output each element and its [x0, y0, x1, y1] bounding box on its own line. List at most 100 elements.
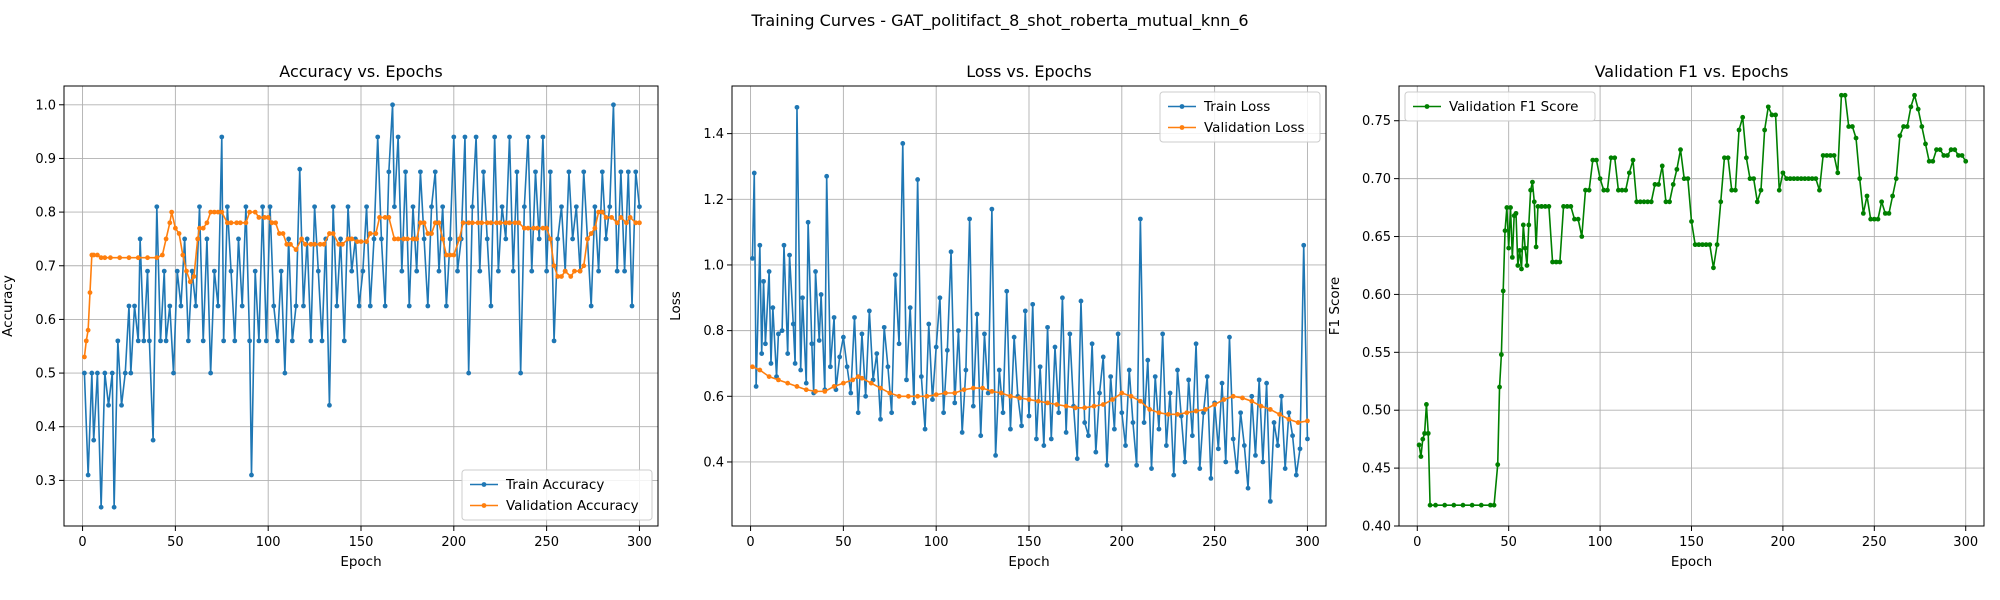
data-point	[848, 390, 854, 396]
data-point	[304, 236, 310, 242]
data-point	[1579, 234, 1585, 239]
data-point	[1612, 155, 1618, 161]
data-point	[1959, 153, 1965, 158]
data-point	[1054, 402, 1060, 407]
data-point	[429, 231, 434, 236]
x-tick-label: 200	[441, 535, 466, 550]
data-point	[1219, 380, 1225, 386]
data-point	[592, 204, 598, 210]
data-point	[1515, 263, 1521, 268]
data-point	[497, 220, 503, 226]
data-point	[185, 338, 191, 344]
y-tick-label: 0.45	[1362, 462, 1391, 477]
data-point	[146, 338, 152, 344]
data-point	[1857, 176, 1863, 182]
data-point	[1824, 153, 1830, 158]
data-point	[1089, 341, 1095, 347]
data-point	[375, 134, 381, 140]
data-point	[1134, 462, 1140, 468]
series-validation	[82, 209, 642, 360]
data-point	[239, 303, 245, 309]
data-point	[221, 338, 227, 344]
data-point	[859, 375, 865, 381]
data-point	[572, 268, 577, 274]
x-tick-label: 250	[534, 535, 559, 550]
data-point	[336, 241, 342, 247]
data-point	[982, 331, 987, 337]
data-point	[547, 236, 553, 242]
data-point	[1711, 265, 1716, 271]
y-tick-label: 1.0	[35, 98, 56, 113]
data-point	[1725, 155, 1731, 161]
data-point	[603, 236, 609, 242]
data-point	[1533, 244, 1539, 250]
data-point	[1488, 502, 1493, 508]
data-point	[1500, 288, 1506, 294]
y-tick-label: 0.5	[35, 367, 56, 382]
data-point	[364, 204, 369, 210]
y-axis-label: Accuracy	[0, 275, 16, 337]
y-tick-label: 0.55	[1362, 346, 1391, 361]
data-point	[451, 134, 457, 140]
data-point	[1879, 199, 1885, 205]
data-point	[1773, 112, 1778, 118]
data-point	[588, 303, 594, 309]
data-point	[1882, 210, 1888, 216]
data-point	[885, 364, 891, 370]
data-point	[1208, 475, 1214, 481]
data-point	[970, 385, 976, 391]
data-point	[456, 236, 462, 242]
data-point	[390, 102, 395, 108]
data-point	[1182, 459, 1188, 465]
data-point	[592, 225, 598, 231]
data-point	[132, 303, 137, 309]
data-point	[533, 169, 538, 175]
data-point	[907, 305, 913, 311]
x-tick-label: 100	[256, 535, 281, 550]
data-point	[215, 209, 221, 215]
data-point	[187, 279, 193, 285]
data-point	[1678, 147, 1683, 153]
data-point	[1267, 498, 1273, 504]
data-point	[1073, 405, 1078, 411]
data-point	[1052, 344, 1058, 350]
data-point	[1550, 259, 1555, 265]
data-point	[881, 324, 887, 330]
data-point	[1011, 334, 1017, 340]
data-point	[126, 303, 132, 309]
data-point	[1137, 398, 1143, 404]
data-point	[195, 236, 201, 242]
data-point	[863, 393, 869, 399]
data-point	[288, 241, 293, 247]
data-point	[414, 268, 420, 274]
data-point	[824, 173, 830, 179]
data-point	[1934, 147, 1939, 153]
data-point	[466, 370, 472, 376]
data-point	[878, 416, 883, 422]
data-point	[609, 215, 614, 220]
panel-title: Loss vs. Epochs	[966, 62, 1091, 81]
data-point	[95, 370, 100, 376]
data-point	[974, 311, 980, 317]
data-point	[256, 338, 262, 344]
data-point	[163, 236, 169, 242]
x-tick-label: 50	[167, 535, 184, 550]
data-point	[794, 104, 800, 110]
data-point	[1729, 187, 1735, 193]
data-point	[1238, 410, 1244, 416]
data-point	[319, 338, 325, 344]
series-f1	[1416, 92, 1969, 508]
data-point	[1008, 426, 1013, 432]
data-point	[956, 328, 961, 334]
data-point	[1601, 187, 1607, 193]
data-point	[1178, 413, 1184, 419]
data-point	[1442, 502, 1448, 508]
x-tick-label: 250	[1202, 535, 1227, 550]
data-point	[776, 331, 781, 337]
data-point	[1670, 182, 1676, 187]
data-point	[525, 134, 531, 140]
data-point	[308, 338, 314, 344]
data-point	[1145, 357, 1151, 363]
data-point	[1659, 163, 1665, 169]
